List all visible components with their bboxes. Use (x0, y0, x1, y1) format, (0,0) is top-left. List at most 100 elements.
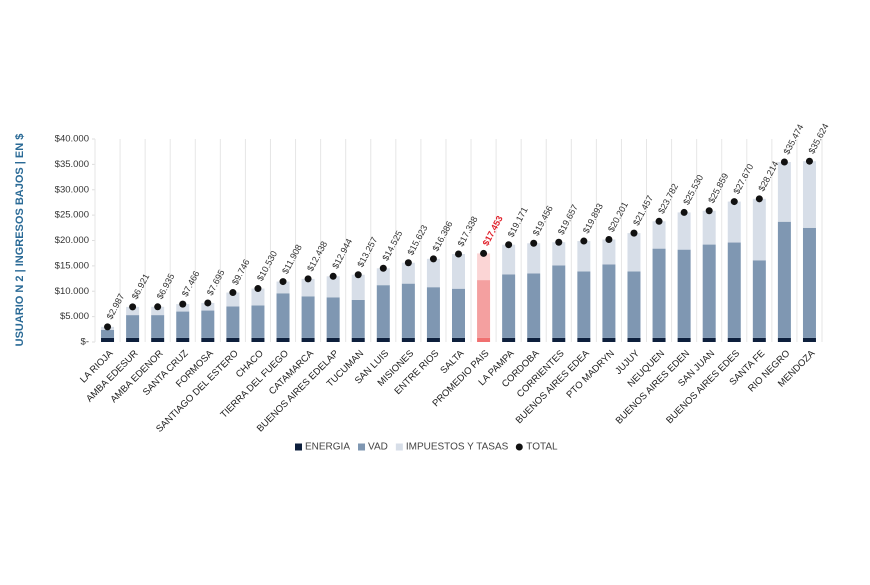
bar-segment (527, 243, 541, 274)
bar-segment (602, 337, 616, 342)
value-label: $2.987 (105, 292, 127, 321)
value-label: $35.474 (781, 123, 805, 156)
value-label: $25.530 (681, 173, 705, 206)
total-dot (329, 272, 337, 280)
y-tick-label: $35.000 (55, 159, 89, 170)
bar-segment (477, 253, 491, 281)
bar-segment (351, 274, 365, 300)
y-tick-label: $40.000 (55, 134, 89, 145)
bar-segment (502, 244, 516, 275)
total-dot (455, 250, 462, 258)
total-dot (655, 217, 663, 225)
bar-segment (201, 310, 215, 338)
bar-segment (201, 337, 215, 342)
bar-segment (426, 258, 440, 288)
total-dot (104, 323, 112, 331)
total-dot (304, 275, 312, 283)
total-dot (730, 198, 738, 206)
total-dot (805, 157, 813, 165)
value-label: $16.386 (430, 219, 454, 252)
value-label: $19.171 (506, 205, 530, 238)
bar-segment (477, 280, 491, 338)
bar-segment (777, 337, 791, 342)
y-tick-label: $15.000 (55, 260, 89, 271)
bar-segment (226, 292, 240, 307)
bar-segment (602, 264, 616, 338)
bar-segment (176, 337, 190, 342)
total-dot (755, 195, 763, 203)
bar-segment (376, 337, 390, 342)
value-label: $35.624 (806, 122, 830, 155)
legend-label: TOTAL (526, 442, 558, 453)
bar-segment (101, 329, 115, 338)
bar-segment (301, 278, 315, 297)
bar-segment (677, 212, 691, 250)
value-label: $10.530 (255, 249, 279, 282)
bar-segment (577, 271, 591, 338)
total-dot (429, 255, 437, 263)
bar-segment (276, 293, 290, 338)
bar-segment (652, 221, 666, 249)
total-dot (505, 241, 513, 249)
total-dot (279, 278, 287, 286)
y-tick-label: $10.000 (55, 286, 89, 297)
value-label: $12.438 (305, 239, 329, 272)
total-dot (379, 264, 387, 272)
total-dot (254, 285, 262, 293)
bar-segment (452, 254, 465, 289)
bar-segment (702, 337, 716, 342)
value-label: $20.201 (606, 200, 630, 233)
bar-segment (201, 302, 215, 311)
bar-segment (727, 201, 741, 243)
bar-segment (126, 337, 140, 342)
bar-segment (627, 337, 641, 342)
bar-segment (627, 233, 641, 272)
value-label: $7.466 (180, 269, 202, 298)
value-label: $27.670 (731, 162, 755, 195)
bar-segment (452, 337, 465, 342)
total-dot (404, 259, 412, 267)
value-label: $12.944 (330, 237, 354, 270)
bar-segment (727, 337, 741, 342)
bar-segment (802, 337, 816, 342)
value-label: $6.921 (130, 272, 152, 301)
value-label: $19.893 (581, 202, 605, 235)
bar-segment (376, 268, 390, 286)
bar-segment (652, 248, 666, 338)
bar-segment (527, 337, 541, 342)
total-dot (530, 239, 538, 247)
bar-segment (802, 227, 816, 338)
bar-segment (126, 306, 140, 316)
legend-swatch (395, 443, 403, 451)
total-dot (555, 238, 563, 246)
bar-segment (752, 337, 766, 342)
value-label: $23.782 (656, 182, 680, 215)
bar-segment (151, 306, 165, 316)
y-tick-label: $5.000 (60, 311, 89, 322)
bar-segment (176, 311, 190, 338)
bar-segment (677, 249, 691, 338)
bar-segment (577, 241, 591, 272)
value-label: $9.746 (230, 258, 252, 287)
value-label: $19.456 (531, 204, 555, 237)
value-label: $14.525 (380, 229, 404, 262)
bar-segment (652, 337, 666, 342)
legend-label: IMPUESTOS Y TASAS (406, 442, 509, 453)
total-dot (630, 229, 638, 237)
bar-segment (552, 265, 566, 338)
bar-segment (577, 337, 591, 342)
value-label: $13.257 (355, 235, 379, 268)
y-axis-label: USUARIO N 2 | INGRESOS BAJOS | EN $ (14, 134, 26, 347)
legend-swatch (295, 443, 302, 451)
value-label: $19.657 (556, 203, 580, 236)
legend-label: ENERGIA (305, 442, 350, 453)
legend-label: VAD (368, 442, 388, 453)
bar-segment (401, 262, 415, 284)
total-dot (580, 237, 588, 245)
bar-segment (401, 283, 415, 338)
bar-segment (251, 305, 265, 338)
bar-segment (452, 288, 465, 338)
bar-segment (301, 337, 315, 342)
bar-segment (376, 285, 390, 338)
